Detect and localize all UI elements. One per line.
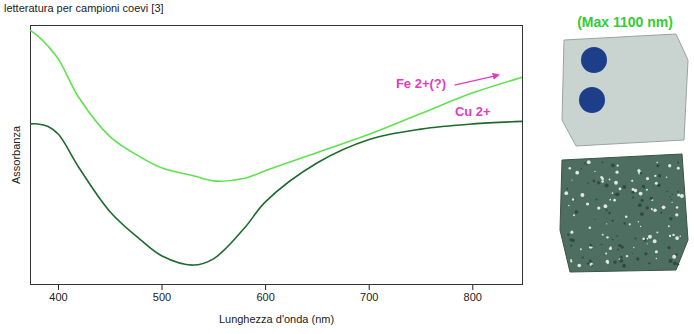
svg-text:Assorbanza: Assorbanza: [10, 125, 22, 184]
svg-text:400: 400: [49, 291, 67, 303]
svg-text:Cu 2+: Cu 2+: [455, 104, 491, 119]
svg-text:Fe 2+(?): Fe 2+(?): [396, 76, 446, 91]
html-text:(Max 1100 nm): (Max 1100 nm): [577, 14, 673, 30]
svg-text:600: 600: [256, 291, 274, 303]
svg-text:500: 500: [153, 291, 171, 303]
svg-text:Lunghezza d'onda (nm): Lunghezza d'onda (nm): [219, 313, 334, 325]
svg-text:700: 700: [360, 291, 378, 303]
svg-text:800: 800: [464, 291, 482, 303]
html-text:letteratura per campioni coevi: letteratura per campioni coevi [3]: [4, 2, 164, 14]
